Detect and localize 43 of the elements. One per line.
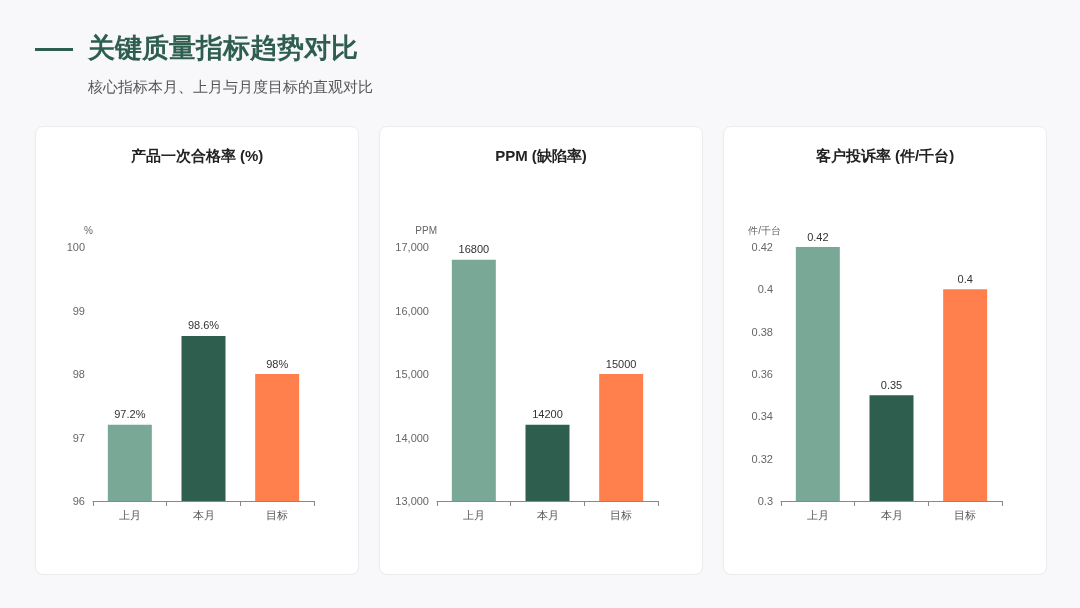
data-label: 97.2% — [114, 408, 146, 421]
y-tick-label: 98 — [72, 368, 85, 380]
y-tick-label: 0.34 — [751, 410, 773, 423]
y-axis-title: 件/千台 — [748, 224, 781, 236]
data-label: 0.4 — [957, 272, 973, 285]
y-tick-label: 13,000 — [395, 495, 429, 507]
y-tick-label: 16,000 — [395, 304, 429, 317]
x-tick-label: 本月 — [192, 508, 215, 521]
x-tick-label: 目标 — [954, 508, 977, 521]
text: 关键质量指标趋势对比 — [88, 32, 358, 65]
data-label: 16800 — [458, 243, 490, 256]
y-tick-label: 0.42 — [751, 241, 773, 253]
y-tick-label: 97 — [72, 431, 85, 444]
chart-title: PPM (缺陷率) — [495, 147, 587, 164]
x-tick-label: 本月 — [536, 508, 559, 521]
y-tick-label: 0.32 — [751, 452, 773, 465]
x-tick-label: 本月 — [880, 508, 903, 521]
y-axis-title: PPM — [415, 224, 437, 236]
y-tick-label: 0.36 — [751, 368, 773, 380]
chart-title: 客户投诉率 (件/千台) — [814, 147, 955, 164]
y-tick-label: 17,000 — [395, 241, 429, 253]
y-axis-title: % — [84, 224, 94, 236]
data-label: 14200 — [532, 408, 563, 421]
chart-title: 产品一次合格率 (%) — [129, 147, 264, 164]
data-label: 98% — [266, 357, 289, 370]
y-tick-label: 96 — [72, 495, 85, 507]
x-tick-label: 上月 — [462, 508, 485, 521]
data-label: 98.6% — [187, 319, 220, 332]
y-tick-label: 99 — [72, 304, 85, 317]
y-tick-label: 14,000 — [395, 431, 429, 444]
x-tick-label: 目标 — [610, 508, 633, 521]
x-tick-label: 目标 — [266, 508, 289, 521]
text: 核心指标本月、上月与月度目标的直观对比 — [88, 78, 373, 97]
y-tick-label: 0.3 — [757, 495, 773, 507]
data-label: 15000 — [605, 357, 637, 370]
data-label: 0.42 — [807, 230, 829, 243]
x-tick-label: 上月 — [118, 508, 141, 521]
data-label: 0.35 — [880, 378, 903, 391]
x-tick-label: 上月 — [806, 508, 829, 521]
y-tick-label: 0.4 — [757, 283, 773, 296]
y-tick-label: 100 — [66, 241, 85, 253]
y-tick-label: 15,000 — [395, 368, 429, 380]
y-tick-label: 0.38 — [751, 325, 773, 338]
